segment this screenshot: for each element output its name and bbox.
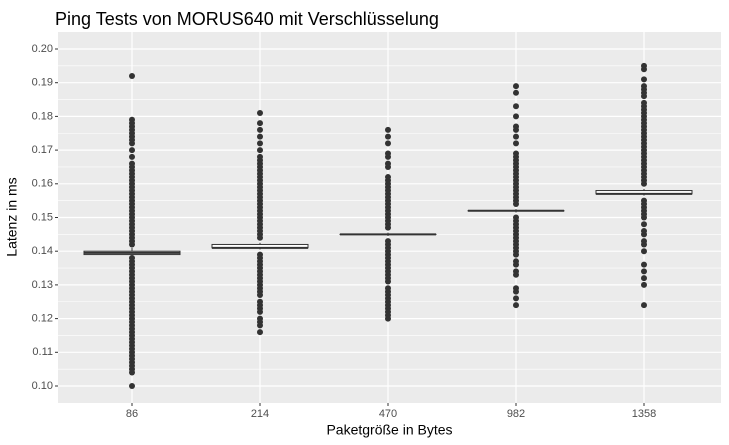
outlier-point [513, 89, 519, 96]
x-tick-label: 86 [126, 408, 138, 420]
outlier-point [641, 261, 647, 268]
y-tick-label: 0.14 [32, 245, 53, 257]
outlier-point [513, 258, 519, 265]
y-tick-label: 0.18 [32, 110, 53, 122]
outlier-point [641, 221, 647, 228]
outlier-point [641, 238, 647, 245]
outlier-point [513, 285, 519, 292]
x-axis-title: Paketgröße in Bytes [326, 422, 452, 438]
y-tick-label: 0.19 [32, 77, 53, 89]
box-group-982 [467, 83, 565, 309]
y-axis-title: Latenz in ms [4, 177, 20, 256]
box-group-1358 [595, 62, 693, 309]
outlier-point [641, 268, 647, 275]
outlier-point [385, 150, 391, 157]
outlier-point [513, 83, 519, 90]
outlier-point [257, 298, 263, 305]
x-axis: 86 214 470 982 1358 [126, 403, 656, 420]
outlier-point [641, 227, 647, 234]
outlier-point [385, 140, 391, 147]
outlier-point [129, 72, 135, 79]
y-tick-label: 0.10 [32, 380, 53, 392]
outlier-point [641, 275, 647, 282]
outlier-point [129, 147, 135, 154]
outlier-point [257, 251, 263, 258]
outlier-point [641, 99, 647, 106]
y-tick-label: 0.20 [32, 43, 53, 55]
outlier-point [641, 281, 647, 288]
outlier-point [257, 120, 263, 127]
x-tick-label: 1358 [632, 408, 656, 420]
outlier-point [385, 133, 391, 140]
y-tick-label: 0.15 [32, 211, 53, 223]
x-tick-label: 214 [251, 408, 269, 420]
outlier-point [513, 103, 519, 110]
outlier-point [129, 160, 135, 167]
outlier-point [513, 268, 519, 275]
y-tick-label: 0.16 [32, 178, 53, 190]
outlier-point [129, 254, 135, 261]
outlier-point [257, 329, 263, 336]
outlier-point [513, 140, 519, 147]
outlier-point [385, 160, 391, 167]
x-tick-label: 470 [379, 408, 397, 420]
outlier-point [641, 302, 647, 309]
outlier-point [257, 140, 263, 147]
y-tick-label: 0.12 [32, 313, 53, 325]
outlier-point [513, 214, 519, 221]
outlier-point [257, 147, 263, 154]
outlier-point [513, 123, 519, 130]
outlier-point [641, 248, 647, 255]
outlier-point [513, 302, 519, 309]
y-tick-label: 0.13 [32, 279, 53, 291]
outlier-point [129, 153, 135, 160]
outlier-point [257, 126, 263, 133]
box-group-86 [83, 72, 181, 389]
outlier-point [129, 383, 135, 389]
outlier-point [641, 62, 647, 69]
outlier-point [641, 76, 647, 83]
outlier-point [385, 238, 391, 245]
y-axis: 0.10 0.11 0.12 0.13 0.14 0.15 0.16 0.17 0.18 0.19… [32, 43, 58, 392]
outlier-point [513, 150, 519, 157]
outlier-point [513, 133, 519, 140]
y-tick-label: 0.11 [32, 346, 53, 358]
x-tick-label: 982 [507, 408, 525, 420]
y-tick-label: 0.17 [32, 144, 53, 156]
outlier-point [257, 153, 263, 160]
box-group-470 [339, 126, 437, 322]
outlier-point [257, 110, 263, 117]
outlier-point [129, 116, 135, 123]
outlier-point [513, 295, 519, 302]
outlier-point [385, 285, 391, 292]
outlier-point [385, 174, 391, 181]
outlier-point [385, 126, 391, 133]
box-group-214 [211, 110, 309, 336]
outlier-point [257, 133, 263, 140]
outlier-point [513, 113, 519, 120]
outlier-point [641, 197, 647, 204]
outlier-point [641, 83, 647, 90]
chart-title: Ping Tests von MORUS640 mit Verschlüssel… [55, 9, 439, 29]
outlier-point [257, 315, 263, 322]
boxplot-series [83, 62, 693, 389]
